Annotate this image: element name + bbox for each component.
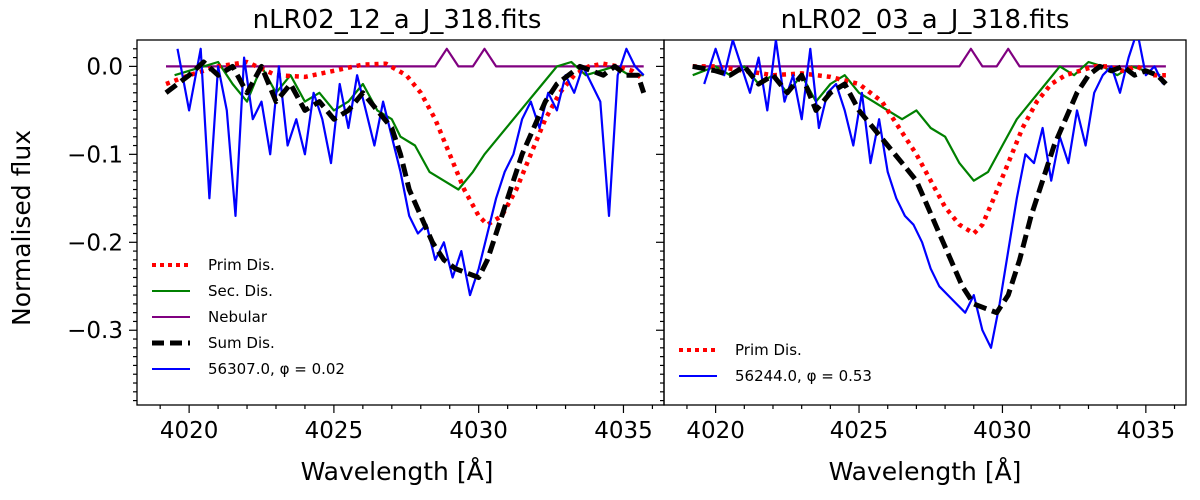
x-tick-label: 4030 <box>973 418 1032 444</box>
x-tick-label: 4025 <box>830 418 889 444</box>
panel-left-title: nLR02_12_a_J_318.fits <box>253 5 542 35</box>
legend-label: 56307.0, φ = 0.02 <box>208 360 345 378</box>
panel-right-title: nLR02_03_a_J_318.fits <box>781 5 1070 35</box>
legend-label: Prim Dis. <box>735 341 802 359</box>
legend-label: Sum Dis. <box>208 334 275 352</box>
legend-entry-observed: 56307.0, φ = 0.02 <box>152 360 345 378</box>
series-sum-dis <box>692 63 1168 316</box>
series-nebular <box>166 47 644 68</box>
panel-right-plot <box>692 40 1168 349</box>
legend-entry-observed: 56244.0, φ = 0.53 <box>679 367 872 385</box>
panel-right: nLR02_03_a_J_318.fits 4020 4025 4030 4035 P… <box>656 5 1187 444</box>
legend-label: Nebular <box>208 308 268 326</box>
panel-right-axes: 4020 4025 4030 4035 <box>656 48 1176 444</box>
series-56244-0-0-53 <box>703 40 1165 349</box>
x-tick-label: 4020 <box>686 418 745 444</box>
panel-left-plot <box>164 47 647 297</box>
y-tick-label: −0.1 <box>67 142 123 168</box>
y-tick-label: −0.3 <box>67 318 123 344</box>
legend-entry-sum-dis: Sum Dis. <box>152 334 275 352</box>
x-axis-label-right: Wavelength [Å] <box>829 457 1022 486</box>
legend-entry-prim-dis: Prim Dis. <box>679 341 802 359</box>
legend-entry-sec-dis: Sec. Dis. <box>152 282 273 300</box>
legend-label: Sec. Dis. <box>208 282 273 300</box>
panel-right-frame <box>663 39 1187 406</box>
x-tick-label: 4035 <box>594 418 653 444</box>
y-axis-label: Normalised flux <box>7 130 36 326</box>
x-tick-label: 4035 <box>1117 418 1176 444</box>
legend-entry-nebular: Nebular <box>152 308 268 326</box>
panel-right-legend: Prim Dis. 56244.0, φ = 0.53 <box>679 341 872 385</box>
legend-entry-prim-dis: Prim Dis. <box>152 256 275 274</box>
series-sum-dis <box>164 59 647 280</box>
y-tick-label: 0.0 <box>86 54 123 80</box>
y-tick-label: −0.2 <box>67 230 123 256</box>
x-tick-label: 4025 <box>305 418 364 444</box>
series-nebular <box>692 47 1166 68</box>
series-sec-dis <box>174 60 644 191</box>
x-tick-label: 4030 <box>449 418 508 444</box>
panel-left-legend: Prim Dis. Sec. Dis. Nebular Sum Dis. 563… <box>152 256 345 378</box>
panel-left: nLR02_12_a_J_318.fits 4020 4025 4030 4035 0.… <box>67 5 665 444</box>
legend-label: 56244.0, φ = 0.53 <box>735 367 872 385</box>
x-tick-label: 4020 <box>160 418 219 444</box>
legend-label: Prim Dis. <box>208 256 275 274</box>
x-axis-label: Wavelength [Å] <box>301 457 494 486</box>
panel-left-axes: 4020 4025 4030 4035 0.0 −0.1 −0.2 −0.3 <box>67 48 654 444</box>
series-prim-dis <box>165 59 646 227</box>
